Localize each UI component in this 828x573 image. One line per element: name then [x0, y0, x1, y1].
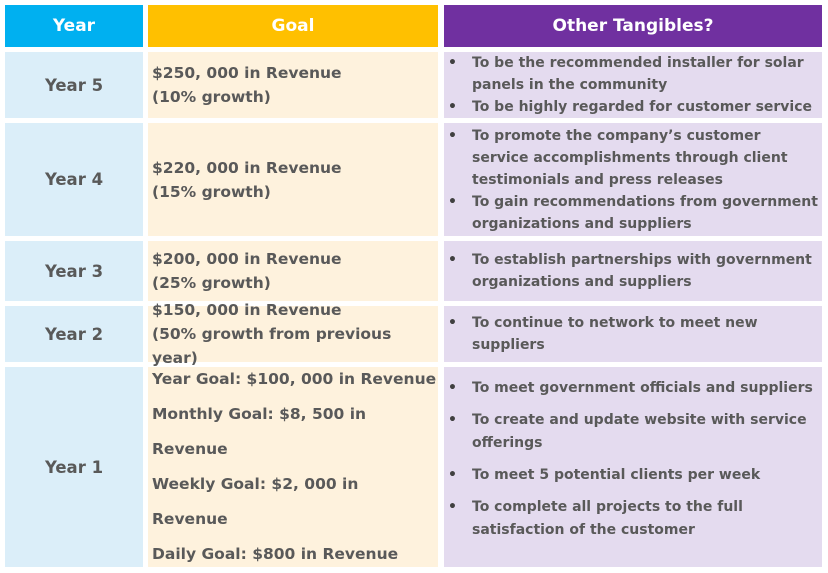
goal-line: Daily Goal: $800 in Revenue: [152, 545, 399, 563]
bullet-item: To be the recommended installer for sola…: [448, 52, 818, 96]
header-other-tangibles: Other Tangibles?: [444, 5, 822, 47]
bullet-item: To meet 5 potential clients per week: [448, 464, 818, 487]
bullet-list: To continue to network to meet new suppl…: [448, 312, 818, 356]
bullet-list: To promote the company’s customer servic…: [448, 125, 818, 235]
goal-line: $150, 000 in Revenue: [152, 301, 342, 319]
year-cell-5: Year 5: [5, 52, 143, 118]
other-cell-4: To promote the company’s customer servic…: [444, 123, 822, 236]
goal-line: (15% growth): [152, 182, 271, 201]
goal-cell-4: $220, 000 in Revenue (15% growth): [148, 123, 438, 236]
bullet-item: To establish partnerships with governmen…: [448, 249, 818, 293]
header-year: Year: [5, 5, 143, 47]
bullet-item: To meet government officials and supplie…: [448, 377, 818, 400]
goal-cell-5: $250, 000 in Revenue (10% growth): [148, 52, 438, 118]
header-goal: Goal: [148, 5, 438, 47]
goal-cell-2: $150, 000 in Revenue (50% growth from pr…: [148, 301, 438, 367]
bullet-item: To gain recommendations from government …: [448, 191, 818, 235]
goal-line: (25% growth): [152, 274, 271, 292]
goal-line: Year Goal: $100, 000 in Revenue: [152, 370, 437, 388]
goal-line: $220, 000 in Revenue: [152, 158, 342, 177]
bullet-list: To be the recommended installer for sola…: [448, 52, 818, 118]
bullet-item: To promote the company’s customer servic…: [448, 125, 818, 191]
other-cell-5: To be the recommended installer for sola…: [444, 52, 822, 118]
year-cell-3: Year 3: [5, 241, 143, 301]
goal-cell-1: Year Goal: $100, 000 in Revenue Monthly …: [148, 367, 438, 567]
bullet-item: To complete all projects to the full sat…: [448, 496, 818, 542]
goal-line: $200, 000 in Revenue: [152, 250, 342, 268]
goal-line: (10% growth): [152, 88, 271, 106]
other-cell-3: To establish partnerships with governmen…: [444, 241, 822, 301]
year-cell-2: Year 2: [5, 306, 143, 362]
bullet-item: To create and update website with servic…: [448, 409, 818, 455]
goal-line: (50% growth from previous year): [152, 325, 392, 367]
goal-line: $250, 000 in Revenue: [152, 64, 342, 82]
year-cell-1: Year 1: [5, 367, 143, 567]
bullet-item: To continue to network to meet new suppl…: [448, 312, 818, 356]
bullet-list: To establish partnerships with governmen…: [448, 249, 818, 293]
other-cell-2: To continue to network to meet new suppl…: [444, 306, 822, 362]
goal-cell-3: $200, 000 in Revenue (25% growth): [148, 241, 438, 301]
other-cell-1: To meet government officials and supplie…: [444, 367, 822, 567]
year-cell-4: Year 4: [5, 123, 143, 236]
bullet-item: To be highly regarded for customer servi…: [448, 96, 818, 118]
bullet-list: To meet government officials and supplie…: [448, 373, 818, 542]
goal-line: Weekly Goal: $2, 000 in Revenue: [152, 475, 359, 528]
goal-line: Monthly Goal: $8, 500 in Revenue: [152, 405, 367, 458]
